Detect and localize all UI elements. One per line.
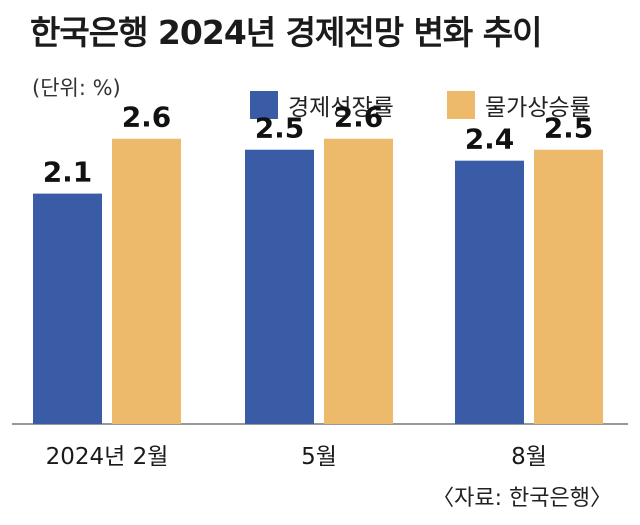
unit-label: (단위: %) [32,76,121,100]
value-label-inflation-0: 2.6 [122,101,172,134]
bar-inflation-0 [112,138,181,424]
bar-inflation-1 [324,138,393,424]
value-label-growth-1: 2.5 [255,112,305,145]
value-label-growth-2: 2.4 [465,123,515,156]
legend-swatch-inflation [447,91,475,119]
bar-growth-2 [455,160,524,424]
x-tick-label-1: 5월 [301,444,337,470]
legend-swatch-growth [250,91,278,119]
legend-item-growth: 경제성장률 [250,88,394,122]
legend-label-inflation: 물가상승률 [485,95,591,121]
value-label-inflation-1: 2.6 [334,101,384,134]
x-tick-label-2: 8월 [511,444,547,470]
bar-growth-1 [245,149,314,424]
x-tick-label-0: 2024년 2월 [46,444,169,470]
value-label-growth-0: 2.1 [43,156,93,189]
value-label-inflation-2: 2.5 [544,112,594,145]
bar-inflation-2 [534,149,603,424]
bar-growth-0 [33,193,102,424]
legend-item-inflation: 물가상승률 [447,88,591,122]
legend-label-growth: 경제성장률 [288,95,394,121]
chart-title: 한국은행 2024년 경제전망 변화 추이 [30,13,542,52]
source-note: 〈자료: 한국은행〉 [432,486,612,511]
